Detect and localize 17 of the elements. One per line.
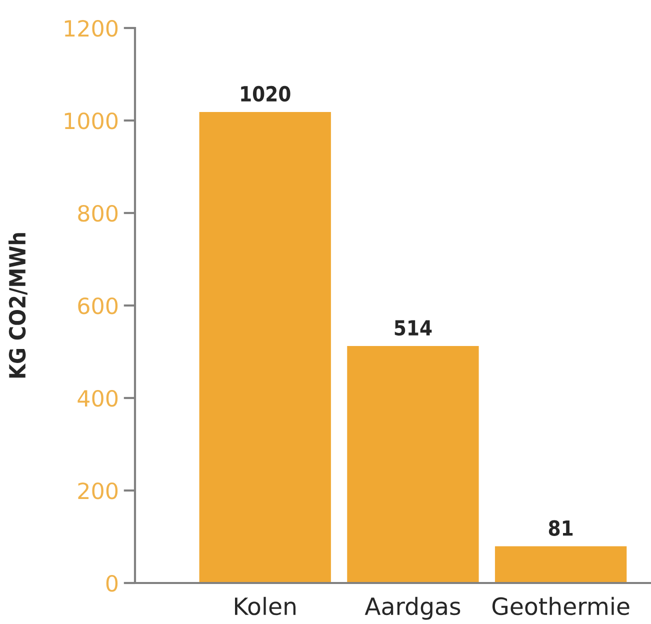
x-tick-label: Aardgas xyxy=(364,596,460,620)
y-axis-title: KG CO2/MWh xyxy=(8,233,28,378)
bar xyxy=(198,110,332,583)
data-label: 81 xyxy=(548,520,573,536)
y-tick-label: 600 xyxy=(78,297,118,314)
bar xyxy=(346,344,480,583)
y-tick-label: 800 xyxy=(78,204,118,222)
x-tick-label: Geothermie xyxy=(492,596,630,616)
y-tick-label: 1200 xyxy=(64,20,118,37)
data-label: 1020 xyxy=(241,86,290,102)
y-tick-label: 400 xyxy=(78,390,118,407)
x-tick-label: Kolen xyxy=(235,596,296,616)
y-tick-label: 0 xyxy=(106,574,118,592)
y-tick-label: 1000 xyxy=(64,112,118,130)
data-label: 514 xyxy=(394,320,432,336)
bar xyxy=(494,544,628,583)
y-tick-label: 200 xyxy=(78,482,118,500)
